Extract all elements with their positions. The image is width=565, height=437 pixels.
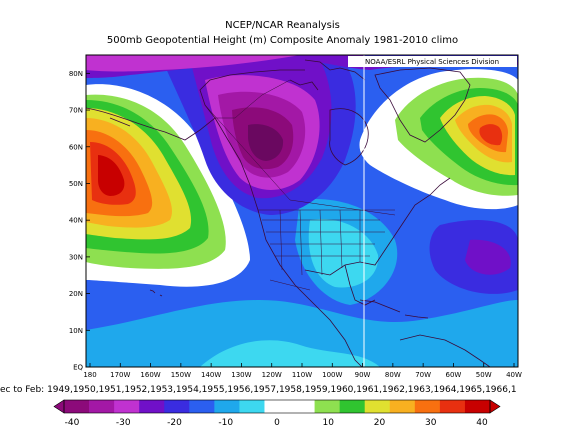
lon-label: 160W <box>140 371 160 379</box>
map-title: NCEP/NCAR Reanalysis <box>225 20 340 31</box>
lon-label: 110W <box>292 371 312 379</box>
lat-label: 30N <box>69 253 83 261</box>
lat-label: 70N <box>69 107 83 115</box>
colorbar-swatch <box>139 400 165 413</box>
credit-box <box>348 56 517 67</box>
lat-label: 50N <box>69 180 83 188</box>
colorbar-label: -30 <box>116 418 131 428</box>
colorbar-label: -40 <box>65 418 80 428</box>
colorbar-swatch <box>89 400 115 413</box>
lat-label: 20N <box>69 290 83 298</box>
colorbar-label: 10 <box>323 418 335 428</box>
lon-label: 180 <box>83 371 96 379</box>
composite-dates: ec to Feb: 1949,1950,1951,1952,1953,1954… <box>0 385 517 395</box>
lon-label: 170W <box>110 371 130 379</box>
colorbar-swatch <box>214 400 240 413</box>
lon-label: 90W <box>355 371 371 379</box>
colorbar-swatch <box>164 400 190 413</box>
lon-label: 50W <box>476 371 492 379</box>
lat-label: 10N <box>69 327 83 335</box>
lon-label: 140W <box>201 371 221 379</box>
latitude-axis: EQ 10N 20N 30N 40N 50N 60N 70N 80N <box>69 70 90 372</box>
colorbar-swatch <box>339 400 366 413</box>
colorbar-swatch <box>239 400 265 413</box>
lon-label: 60W <box>446 371 462 379</box>
colorbar-label: 0 <box>274 418 280 428</box>
colorbar-swatch <box>364 400 391 413</box>
colorbar-swatch <box>314 400 341 413</box>
anomaly-field <box>86 55 518 367</box>
colorbar-swatch <box>464 400 491 413</box>
lat-label: 40N <box>69 217 83 225</box>
lat-label: EQ <box>73 364 83 372</box>
colorbar-swatch <box>189 400 215 413</box>
colorbar-label: 20 <box>374 418 386 428</box>
colorbar-swatch <box>439 400 466 413</box>
lon-label: 100W <box>322 371 342 379</box>
lon-label: 150W <box>171 371 191 379</box>
colorbar-max-arrow <box>489 399 501 414</box>
credit-text: NOAA/ESRL Physical Sciences Division <box>365 58 499 66</box>
lon-label: 130W <box>231 371 251 379</box>
lon-label: 40W <box>506 371 522 379</box>
lat-label: 80N <box>69 70 83 78</box>
coastlines <box>86 59 491 367</box>
lat-label: 60N <box>69 143 83 151</box>
colorbar: -40 -30 -20 -10 0 10 20 30 40 <box>53 399 501 428</box>
colorbar-label: -10 <box>218 418 233 428</box>
colorbar-swatch <box>264 400 291 413</box>
colorbar-swatch <box>289 400 316 413</box>
colorbar-label: -20 <box>167 418 182 428</box>
map-subtitle: 500mb Geopotential Height (m) Composite … <box>106 35 459 46</box>
colorbar-frame <box>63 399 491 414</box>
lon-label: 70W <box>415 371 431 379</box>
colorbar-label: 30 <box>425 418 437 428</box>
colorbar-swatch <box>389 400 416 413</box>
colorbar-min-arrow <box>53 399 65 414</box>
colorbar-label: 40 <box>476 418 488 428</box>
lon-label: 120W <box>262 371 282 379</box>
colorbar-swatch <box>414 400 441 413</box>
lon-label: 80W <box>385 371 401 379</box>
borders <box>204 79 396 291</box>
colorbar-swatch <box>114 400 140 413</box>
colorbar-swatch <box>64 400 90 413</box>
longitude-axis: 180 170W 160W 150W 140W 130W 120W 110W 100W 90W 80… <box>83 363 522 379</box>
